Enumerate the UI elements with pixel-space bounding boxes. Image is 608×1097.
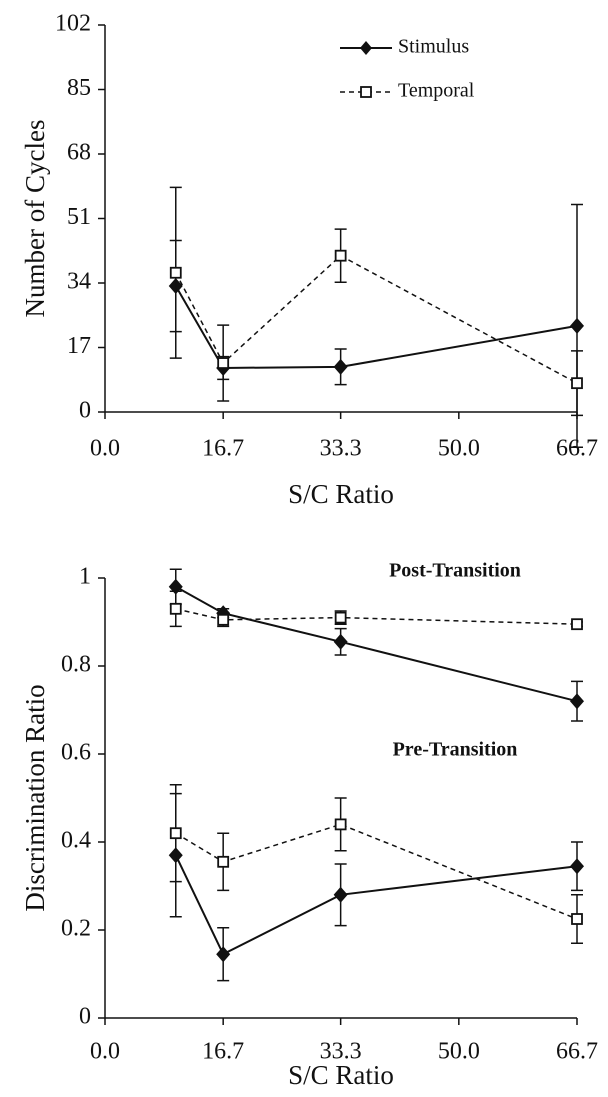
marker-square [334,611,347,624]
series-line [175,585,578,703]
y-tick-label: 0.8 [61,652,91,678]
x-tick-label: 0.0 [90,436,120,462]
annotation: Post-Transition [389,560,521,582]
y-tick-label: 0.2 [61,916,91,942]
series-line [174,854,578,956]
marker-square [217,855,230,868]
y-tick-label: 1 [79,564,91,590]
x-tick-label: 33.3 [320,436,362,462]
x-tick-label: 50.0 [438,436,480,462]
x-tick-label: 0.0 [90,1039,120,1065]
marker-square [571,913,583,925]
x-axis-title: S/C Ratio [288,479,394,509]
x-tick-label: 33.3 [320,1039,362,1065]
legend-label: Temporal [398,80,475,102]
y-tick-label: 0 [79,1004,91,1030]
series-line [175,823,578,920]
marker-diamond [333,633,348,650]
y-axis-title: Number of Cycles [20,120,50,318]
annotation: Pre-Transition [393,739,518,761]
y-tick-label: 68 [67,140,91,166]
y-tick-label: 34 [67,269,91,295]
y-tick-label: 17 [67,333,91,359]
x-tick-label: 50.0 [438,1039,480,1065]
legend-label: Stimulus [398,36,469,58]
marker-diamond [333,886,348,903]
marker-square [169,266,182,279]
y-tick-label: 85 [67,75,91,101]
marker-diamond [333,358,348,375]
marker-square [169,827,182,840]
y-tick-label: 0.6 [61,740,91,766]
series-line [175,254,578,384]
marker-square [169,602,182,615]
marker-diamond [216,946,231,963]
marker-square [217,357,230,369]
legend-marker [360,86,372,98]
x-axis-title: S/C Ratio [288,1060,394,1090]
y-axis-title: Discrimination Ratio [20,684,50,911]
y-tick-label: 102 [55,11,91,37]
marker-square [217,613,230,626]
marker-square [571,618,583,631]
marker-diamond [570,693,584,710]
marker-square [334,818,347,831]
x-tick-label: 16.7 [202,436,244,462]
y-tick-label: 0 [79,398,91,424]
x-tick-label: 66.7 [556,1039,598,1065]
marker-square [571,377,583,390]
x-tick-label: 16.7 [202,1039,244,1065]
legend-marker [360,41,372,55]
marker-square [334,249,347,262]
y-tick-label: 51 [67,204,91,230]
marker-diamond [570,317,584,334]
marker-diamond [570,858,584,875]
series-line [174,285,578,369]
y-tick-label: 0.4 [61,828,91,854]
